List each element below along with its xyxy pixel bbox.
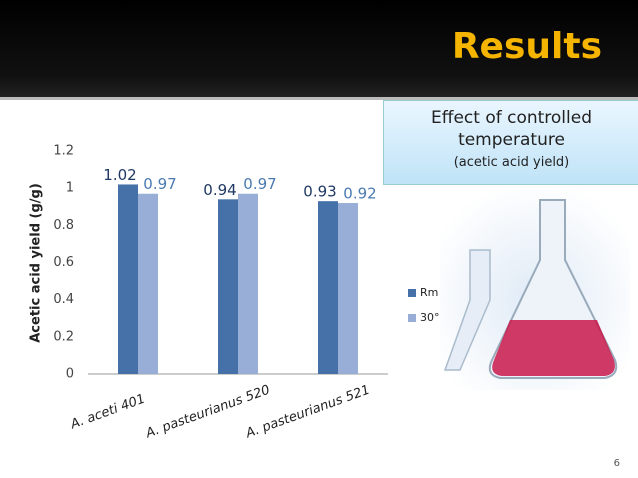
data-label: 0.92 [343, 185, 376, 203]
y-tick-label: 1 [66, 181, 74, 196]
bar [338, 203, 358, 374]
bar [118, 184, 138, 374]
chart: Acetic acid yield (g/g) 0 0.2 0.4 0.6 0.8 1 1.… [29, 144, 441, 442]
bar [138, 193, 158, 374]
data-label: 0.93 [303, 183, 336, 201]
y-tick-label: 0.4 [53, 292, 74, 307]
info-box: Effect of controlled temperature (acetic… [383, 100, 638, 185]
legend-label: 30°C [420, 311, 440, 324]
y-tick-label: 0.8 [53, 218, 74, 233]
bar [238, 193, 258, 374]
y-axis-label: Acetic acid yield (g/g) [29, 183, 44, 343]
y-tick-label: 0.6 [53, 255, 74, 270]
legend-swatch [408, 289, 416, 297]
bar [318, 201, 338, 374]
bar [218, 199, 238, 374]
flask-illustration [440, 190, 630, 390]
legend-label: Rm temp [420, 286, 440, 299]
page-number: 6 [613, 458, 620, 469]
legend-swatch [408, 314, 416, 322]
y-tick-label: 0.2 [53, 329, 74, 344]
x-tick-label: A. aceti 401 [68, 392, 148, 433]
data-label: 1.02 [103, 166, 136, 184]
header: Results [0, 0, 638, 100]
y-tick-label: 0 [66, 367, 74, 382]
data-label: 0.97 [143, 175, 176, 193]
data-label: 0.97 [243, 175, 276, 193]
slide-title: Results [451, 26, 602, 67]
box-subtitle: (acetic acid yield) [453, 155, 570, 170]
box-title: Effect of controlled temperature [430, 108, 593, 150]
y-tick-label: 1.2 [53, 144, 74, 159]
data-label: 0.94 [203, 181, 236, 199]
